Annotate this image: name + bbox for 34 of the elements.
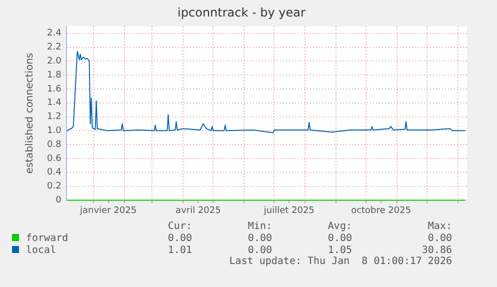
y-tick-label: 2.0: [46, 56, 62, 67]
text: Last update: Thu Jan 8 01:00:17 2026: [228, 256, 452, 267]
y-tick-label: 0.2: [46, 182, 62, 192]
y-tick-label: 1.2: [46, 112, 62, 122]
text: Max:: [426, 220, 452, 232]
text: 0.00: [326, 232, 352, 244]
x-tick-label: avril 2025: [176, 206, 221, 216]
text: Avg:: [326, 220, 352, 232]
y-tick-label: 0.8: [46, 140, 62, 150]
text: 0.00: [426, 232, 452, 244]
legend-label: local: [25, 244, 58, 256]
chart-title: ipconntrack - by year: [178, 5, 306, 20]
text: Min:: [246, 220, 272, 232]
y-tick-label: 0.4: [46, 168, 62, 178]
text: 1.01: [166, 244, 192, 256]
text: 0.00: [246, 244, 272, 256]
y-tick-label: 2.4: [46, 28, 62, 39]
y-tick-label: 1.4: [46, 98, 62, 108]
x-tick-label: janvier 2025: [79, 206, 137, 216]
text: 0.00: [166, 232, 192, 244]
text: Cur:: [166, 220, 192, 232]
text: 0.00: [246, 232, 272, 244]
y-tick-label: 0: [56, 196, 62, 206]
x-tick-label: octobre 2025: [351, 206, 412, 216]
y-tick-label: 1.8: [46, 70, 62, 80]
y-tick-label: 0.6: [46, 154, 62, 164]
legend-label: forward: [25, 232, 70, 244]
y-tick-label: 1.0: [46, 126, 62, 136]
y-tick-label: 2.2: [46, 42, 62, 53]
text: 30.86: [420, 244, 452, 256]
text: 1.05: [326, 244, 352, 256]
y-axis-title: established connections: [24, 52, 36, 174]
y-tick-label: 1.6: [46, 84, 62, 94]
x-tick-label: juillet 2025: [262, 206, 314, 216]
